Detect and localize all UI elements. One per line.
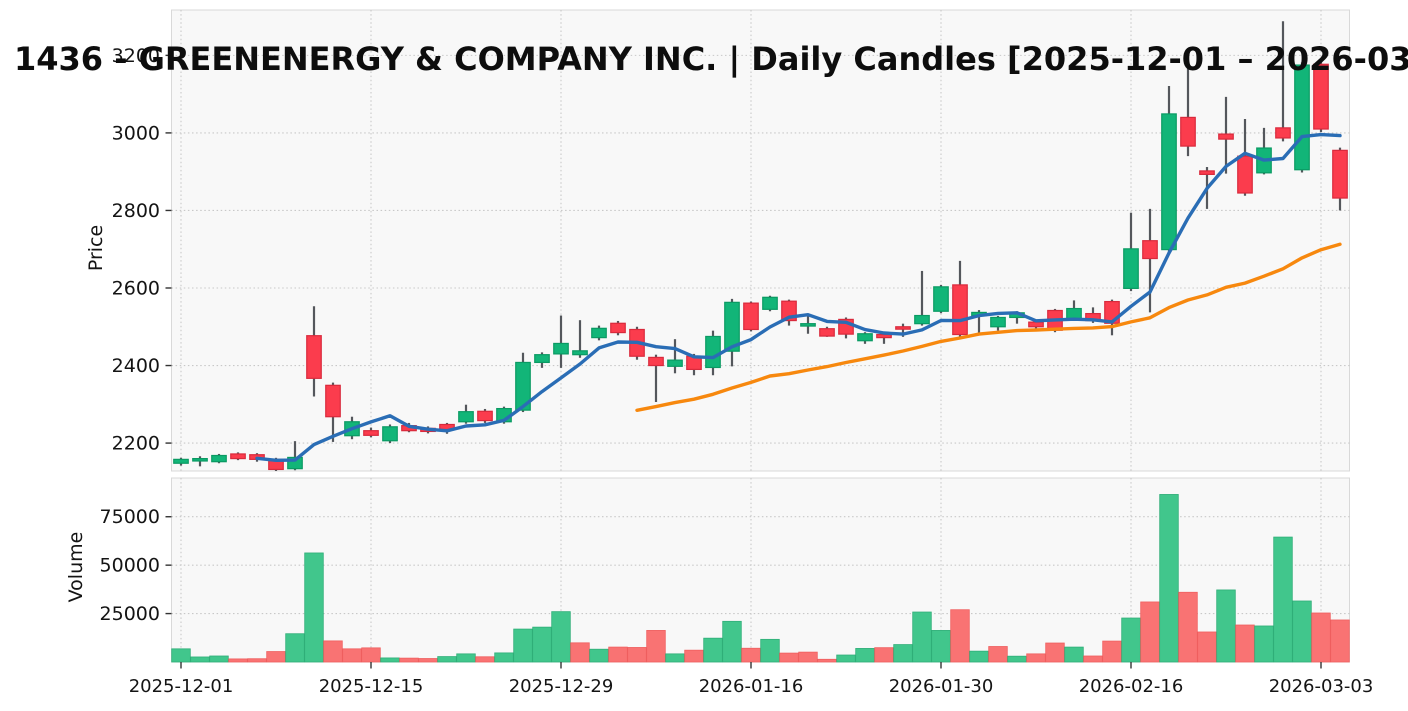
axis-ticks-layer: 2200 2400 2600 2800 3000 3200 25000 50000 75000 2… [100,45,1374,697]
volume-bars-layer [171,494,1350,663]
chart-title: 1436 - GREENENERGY & COMPANY INC. | Dail… [14,40,1408,78]
svg-text:2025-12-15: 2025-12-15 [319,676,424,697]
svg-text:2025-12-29: 2025-12-29 [509,676,614,697]
moving-average-lines-layer [255,132,1342,462]
svg-text:25000: 25000 [100,603,160,625]
volume-axis-label: Volume [65,531,87,603]
svg-text:2600: 2600 [112,277,160,299]
svg-text:75000: 75000 [100,506,160,528]
price-axis-label: Price [85,224,107,272]
svg-text:2800: 2800 [112,200,160,222]
svg-text:2026-03-03: 2026-03-03 [1269,676,1374,697]
svg-text:2025-12-01: 2025-12-01 [129,676,234,697]
svg-text:50000: 50000 [100,555,160,577]
svg-text:3200: 3200 [112,45,160,67]
svg-text:3000: 3000 [112,122,160,144]
svg-text:2026-01-16: 2026-01-16 [699,676,804,697]
svg-text:2026-01-30: 2026-01-30 [889,676,994,697]
svg-text:2200: 2200 [112,433,160,455]
svg-text:2400: 2400 [112,355,160,377]
svg-text:2026-02-16: 2026-02-16 [1079,676,1184,697]
